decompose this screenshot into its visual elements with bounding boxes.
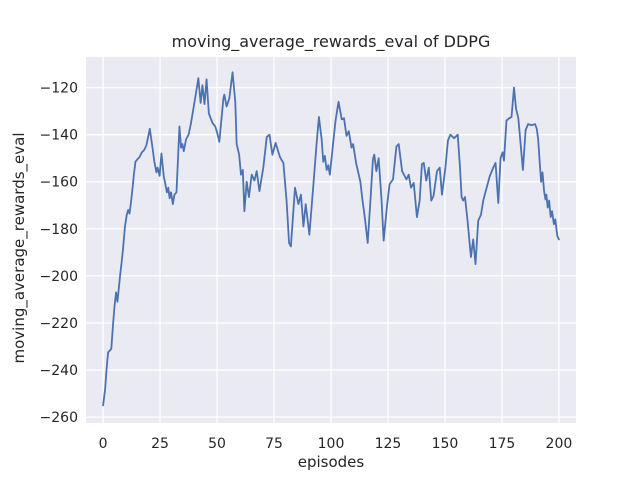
x-tick-label: 0 [99,436,108,452]
y-tick-label: −160 [40,175,78,191]
x-tick-label: 150 [432,436,459,452]
reward-line [102,71,560,407]
y-tick-label: −260 [40,410,78,426]
y-tick-label: −220 [40,316,78,332]
x-tick-label: 25 [151,436,169,452]
y-tick-label: −140 [40,128,78,144]
x-tick-label: 125 [375,436,402,452]
y-tick-label: −200 [40,269,78,285]
chart-title: moving_average_rewards_eval of DDPG [172,32,491,52]
y-axis-label: moving_average_rewards_eval [10,133,29,364]
y-tick-label: −120 [40,81,78,97]
x-tick-label: 75 [265,436,283,452]
y-tick-label: −240 [40,363,78,379]
y-tick-label: −180 [40,222,78,238]
tick-labels: 0 25 50 75 100 125 150 175 200 −120 −140 −160 −180 −2… [40,81,573,452]
grid [86,57,576,423]
x-tick-label: 100 [318,436,345,452]
series-group [102,71,560,407]
x-axis-label: episodes [298,453,365,471]
x-tick-label: 200 [546,436,573,452]
x-tick-label: 175 [489,436,516,452]
x-tick-label: 50 [208,436,226,452]
